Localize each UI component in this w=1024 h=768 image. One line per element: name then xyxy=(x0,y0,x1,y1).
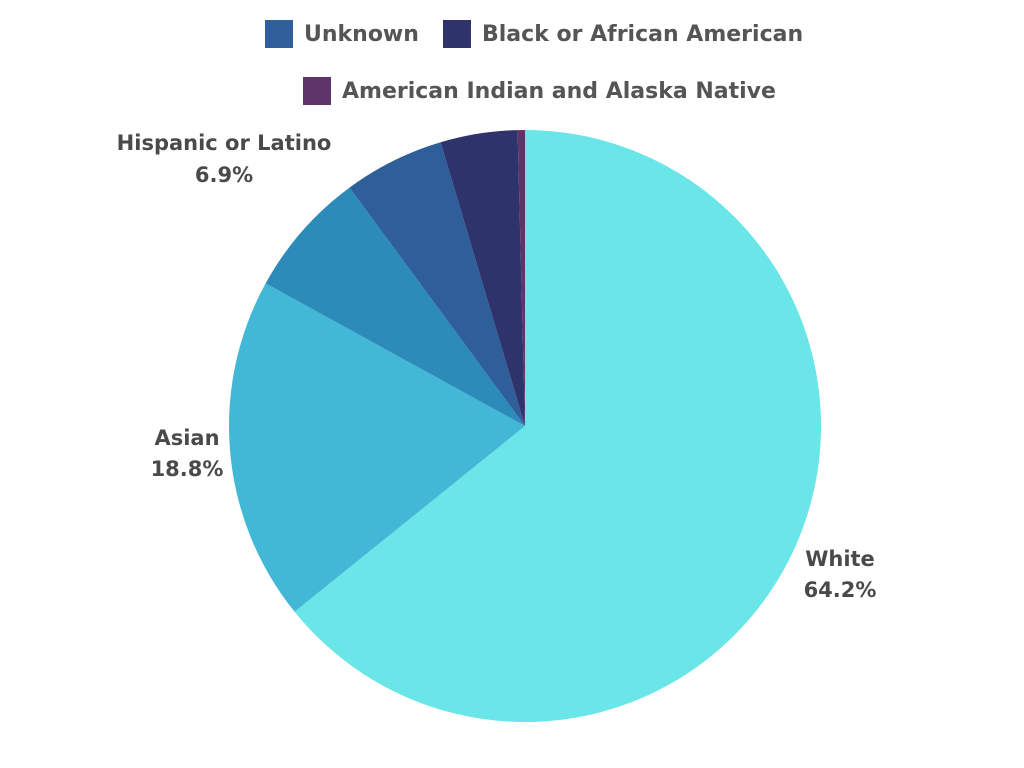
pie-slice-white xyxy=(294,130,822,722)
legend-swatch-unknown xyxy=(265,20,293,48)
slice-label-white: White 64.2% xyxy=(804,547,877,602)
pie-slice-unknown xyxy=(349,142,525,426)
slice-label-asian: Asian 18.8% xyxy=(151,426,224,481)
legend-label-unknown: Unknown xyxy=(304,22,419,47)
slice-label-white-name: White xyxy=(805,547,875,571)
slice-label-asian-name: Asian xyxy=(154,426,219,450)
legend-label-american-indian-and-alaska-native: American Indian and Alaska Native xyxy=(342,79,776,104)
legend: Unknown Black or African American Americ… xyxy=(265,20,803,105)
slice-labels: White 64.2% Asian 18.8% Hispanic or Lati… xyxy=(117,131,877,602)
slice-label-hispanic-or-latino: Hispanic or Latino 6.9% xyxy=(117,131,332,187)
pie-slices xyxy=(228,129,822,722)
pie-slice-black-or-african-american xyxy=(440,130,525,426)
slice-label-hispanic-or-latino-name: Hispanic or Latino xyxy=(117,131,332,155)
pie-slice-hispanic-or-latino xyxy=(265,187,525,426)
legend-swatch-black-or-african-american xyxy=(443,20,471,48)
legend-item-unknown: Unknown xyxy=(265,20,419,48)
legend-item-black-or-african-american: Black or African American xyxy=(443,20,803,48)
slice-label-asian-percent: 18.8% xyxy=(151,457,224,481)
legend-item-american-indian-and-alaska-native: American Indian and Alaska Native xyxy=(303,77,776,105)
pie-slice-asian xyxy=(228,283,525,612)
pie-slice-american-indian-and-alaska-native xyxy=(517,129,525,426)
legend-swatch-american-indian-and-alaska-native xyxy=(303,77,331,105)
slice-label-hispanic-or-latino-percent: 6.9% xyxy=(195,163,253,187)
legend-label-black-or-african-american: Black or African American xyxy=(482,22,803,47)
slice-label-white-percent: 64.2% xyxy=(804,578,877,602)
